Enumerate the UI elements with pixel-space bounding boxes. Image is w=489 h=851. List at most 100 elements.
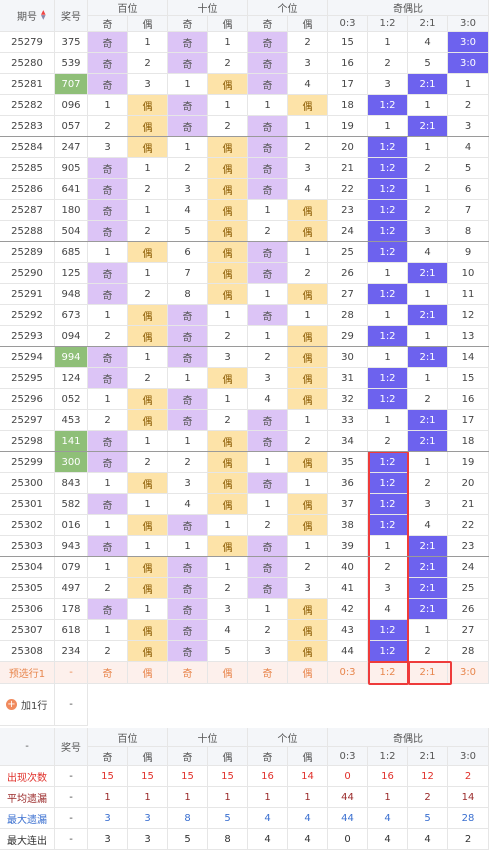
draw-number: 948 — [55, 284, 88, 305]
trend-cell: 3 — [288, 53, 328, 74]
trend-cell: 18 — [328, 95, 368, 116]
trend-cell: 偶 — [288, 326, 328, 347]
issue-header: 期号 — [0, 0, 55, 32]
stat-value: 1 — [128, 787, 168, 808]
sub-header: 1:2 — [368, 16, 408, 32]
draw-number: 497 — [55, 578, 88, 599]
draw-number: 504 — [55, 221, 88, 242]
sub-header: 奇 — [88, 747, 128, 766]
issue: 25299 — [0, 452, 55, 473]
stat-value: 1 — [288, 787, 328, 808]
trend-cell: 17 — [328, 74, 368, 95]
stat-value: 3 — [128, 808, 168, 829]
trend-cell: 2 — [248, 620, 288, 641]
trend-cell: 1 — [248, 200, 288, 221]
trend-cell: 奇 — [88, 53, 128, 74]
trend-cell: 36 — [328, 473, 368, 494]
trend-cell: 2:1 — [408, 431, 448, 452]
trend-cell: 22 — [448, 515, 489, 536]
draw-number: 247 — [55, 137, 88, 158]
trend-cell: 1 — [168, 431, 208, 452]
trend-cell: 2 — [208, 326, 248, 347]
trend-cell: 2 — [128, 221, 168, 242]
trend-cell: 奇 — [248, 305, 288, 326]
draw-number: 843 — [55, 473, 88, 494]
trend-cell: 1 — [128, 32, 168, 53]
trend-cell: 3 — [168, 179, 208, 200]
trend-cell: 偶 — [128, 515, 168, 536]
trend-cell: 奇 — [88, 431, 128, 452]
trend-cell: 3:0 — [448, 53, 489, 74]
trend-cell: 1:2 — [368, 221, 408, 242]
trend-cell: 2 — [448, 95, 489, 116]
draw-number: 180 — [55, 200, 88, 221]
trend-cell: 2 — [368, 431, 408, 452]
trend-cell: 2:1 — [408, 599, 448, 620]
trend-cell: 2 — [88, 641, 128, 662]
stat-value: 1 — [248, 787, 288, 808]
trend-cell: 偶 — [208, 242, 248, 263]
trend-cell: 奇 — [168, 116, 208, 137]
trend-cell: 偶 — [208, 263, 248, 284]
stat-label: 出现次数 — [0, 766, 55, 787]
sort-icon[interactable]: ▲ ▼ — [41, 9, 46, 21]
stat-value: 44 — [328, 787, 368, 808]
stat-value: 3 — [128, 829, 168, 850]
highlight-box — [368, 661, 409, 685]
stat-label: 最大遗漏 — [0, 808, 55, 829]
sub-header: 0:3 — [328, 16, 368, 32]
trend-cell: 2 — [208, 116, 248, 137]
group-separator — [0, 346, 489, 347]
trend-cell: 2 — [88, 578, 128, 599]
issue: 25302 — [0, 515, 55, 536]
stat-value: 4 — [248, 829, 288, 850]
trend-cell: 1 — [128, 494, 168, 515]
trend-cell: 奇 — [248, 473, 288, 494]
trend-cell: 奇 — [168, 95, 208, 116]
group-header: 奇偶比 — [328, 728, 489, 747]
trend-cell: 偶 — [128, 305, 168, 326]
trend-cell: 1:2 — [368, 179, 408, 200]
trend-cell: 26 — [448, 599, 489, 620]
trend-cell: 23 — [448, 536, 489, 557]
sub-header: 奇 — [248, 16, 288, 32]
stat-value: 0 — [328, 766, 368, 787]
draw-number: 618 — [55, 620, 88, 641]
trend-cell: 31 — [328, 368, 368, 389]
trend-cell: 3 — [408, 221, 448, 242]
trend-cell: 7 — [448, 200, 489, 221]
trend-cell: 1 — [248, 284, 288, 305]
trend-cell: 1:2 — [368, 284, 408, 305]
trend-cell: 偶 — [288, 641, 328, 662]
trend-cell: 6 — [448, 179, 489, 200]
group-header: 十位 — [168, 0, 248, 16]
trend-cell: 1 — [88, 557, 128, 578]
trend-cell: 奇 — [248, 116, 288, 137]
trend-cell: 奇 — [88, 158, 128, 179]
trend-cell: 1 — [408, 137, 448, 158]
issue: 25292 — [0, 305, 55, 326]
issue: 25286 — [0, 179, 55, 200]
issue: 25296 — [0, 389, 55, 410]
trend-cell: 奇 — [88, 599, 128, 620]
trend-cell: 2 — [88, 116, 128, 137]
sub-header: 1:2 — [368, 747, 408, 766]
trend-cell: 偶 — [208, 158, 248, 179]
trend-cell: 2 — [88, 410, 128, 431]
trend-cell: 偶 — [288, 221, 328, 242]
stat-value: 15 — [128, 766, 168, 787]
trend-cell: 1 — [288, 305, 328, 326]
trend-cell: 1:2 — [368, 158, 408, 179]
number-header: 奖号 — [55, 0, 88, 32]
trend-cell: 12 — [448, 305, 489, 326]
trend-cell: 2 — [128, 368, 168, 389]
group-separator — [0, 556, 489, 557]
trend-cell: 19 — [448, 452, 489, 473]
stat-label: 平均遗漏 — [0, 787, 55, 808]
trend-cell: 2 — [368, 53, 408, 74]
trend-cell: 2 — [128, 452, 168, 473]
add-icon: + — [6, 699, 17, 710]
add-row-button[interactable]: + 加1行 — [0, 684, 55, 726]
trend-cell: 1 — [288, 116, 328, 137]
trend-cell: 2:1 — [408, 305, 448, 326]
